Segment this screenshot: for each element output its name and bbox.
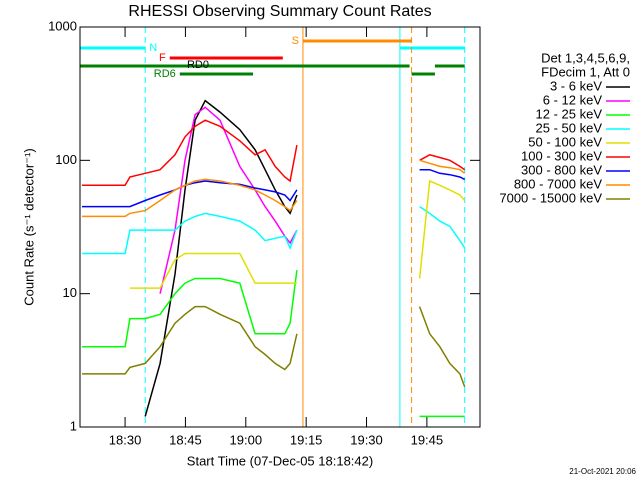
legend-label: 25 - 50 keV <box>536 120 603 135</box>
flag-label: S <box>292 35 299 47</box>
series-line <box>82 270 465 418</box>
flag-label: RD6 <box>154 68 176 80</box>
legend-label: 100 - 300 keV <box>521 148 602 163</box>
series-line <box>82 159 466 218</box>
series-line <box>82 119 466 187</box>
legend-header: Det 1,3,4,5,6,9, <box>541 50 630 65</box>
legend-label: 800 - 7000 keV <box>514 176 603 191</box>
x-tick-label: 19:45 <box>411 432 444 447</box>
series-line <box>82 168 466 208</box>
flag-label: F <box>159 52 166 64</box>
legend-label: 12 - 25 keV <box>536 106 603 121</box>
flag-label: RD0 <box>187 59 209 71</box>
series-line <box>82 305 466 388</box>
legend-label: 300 - 800 keV <box>521 162 602 177</box>
legend-label: 3 - 6 keV <box>550 78 602 93</box>
legend-label: 7000 - 15000 keV <box>499 190 602 205</box>
x-tick-label: 18:30 <box>109 432 142 447</box>
y-tick-label: 100 <box>55 152 77 167</box>
x-tick-label: 18:45 <box>169 432 202 447</box>
y-tick-label: 1 <box>70 418 77 433</box>
y-axis-label: Count Rate (s⁻¹ detector⁻¹) <box>21 148 36 306</box>
x-tick-label: 19:30 <box>350 432 383 447</box>
plot-frame <box>79 26 481 428</box>
y-tick-label: 10 <box>63 285 77 300</box>
flag-label: N <box>149 42 157 54</box>
legend-label: 6 - 12 keV <box>543 92 603 107</box>
chart-title: RHESSI Observing Summary Count Rates <box>128 3 431 20</box>
x-tick-label: 19:00 <box>230 432 263 447</box>
legend-label: 50 - 100 keV <box>528 134 602 149</box>
legend-header: FDecim 1, Att 0 <box>541 64 630 79</box>
series-line <box>82 205 466 255</box>
x-axis-label: Start Time (07-Dec-05 18:18:42) <box>187 453 373 468</box>
timestamp: 21-Oct-2021 20:06 <box>569 467 636 476</box>
series-line <box>144 99 298 417</box>
y-tick-label: 1000 <box>48 18 77 33</box>
series-line <box>129 179 466 289</box>
x-tick-label: 19:15 <box>290 432 323 447</box>
